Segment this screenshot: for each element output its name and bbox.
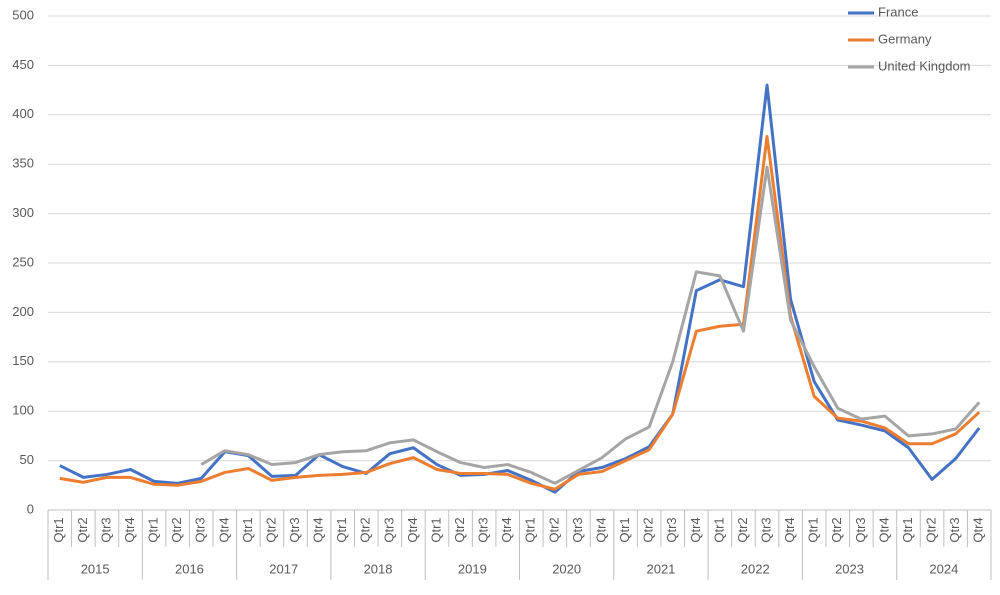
year-label: 2019 <box>458 561 487 576</box>
x-tick-label: Qtr2 <box>263 517 278 542</box>
x-tick-label: Qtr1 <box>617 517 632 542</box>
x-tick-label: Qtr4 <box>499 517 514 542</box>
x-tick-label: Qtr3 <box>947 517 962 542</box>
y-tick-label: 50 <box>20 452 34 467</box>
x-tick-label: Qtr1 <box>900 517 915 542</box>
year-label: 2018 <box>364 561 393 576</box>
y-tick-label: 500 <box>12 7 34 22</box>
y-tick-label: 100 <box>12 403 34 418</box>
series-line <box>59 135 981 491</box>
year-label: 2016 <box>175 561 204 576</box>
y-tick-label: 250 <box>12 254 34 269</box>
y-tick-label: 200 <box>12 304 34 319</box>
x-tick-label: Qtr4 <box>782 517 797 542</box>
year-label: 2015 <box>81 561 110 576</box>
x-tick-label: Qtr4 <box>688 517 703 542</box>
x-tick-label: Qtr1 <box>806 517 821 542</box>
year-label: 2017 <box>269 561 298 576</box>
series-line <box>200 165 981 485</box>
x-tick-label: Qtr1 <box>711 517 726 542</box>
x-tick-label: Qtr4 <box>971 517 986 542</box>
x-tick-label: Qtr2 <box>924 517 939 542</box>
x-tick-label: Qtr2 <box>169 517 184 542</box>
y-tick-label: 450 <box>12 57 34 72</box>
x-tick-label: Qtr3 <box>381 517 396 542</box>
year-label: 2022 <box>741 561 770 576</box>
x-tick-label: Qtr3 <box>476 517 491 542</box>
x-tick-label: Qtr3 <box>664 517 679 542</box>
x-tick-label: Qtr2 <box>358 517 373 542</box>
x-tick-label: Qtr3 <box>287 517 302 542</box>
legend-label: Germany <box>878 31 932 46</box>
x-tick-label: Qtr4 <box>122 517 137 542</box>
x-tick-label: Qtr3 <box>98 517 113 542</box>
x-tick-label: Qtr4 <box>876 517 891 542</box>
x-tick-label: Qtr1 <box>428 517 443 542</box>
y-tick-label: 400 <box>12 106 34 121</box>
legend-label: France <box>878 4 918 19</box>
x-tick-label: Qtr2 <box>546 517 561 542</box>
x-tick-label: Qtr1 <box>240 517 255 542</box>
x-tick-label: Qtr2 <box>452 517 467 542</box>
x-tick-label: Qtr3 <box>570 517 585 542</box>
x-tick-label: Qtr1 <box>334 517 349 542</box>
x-tick-label: Qtr2 <box>735 517 750 542</box>
year-label: 2023 <box>835 561 864 576</box>
y-tick-label: 350 <box>12 156 34 171</box>
y-tick-label: 300 <box>12 205 34 220</box>
year-label: 2024 <box>929 561 958 576</box>
y-tick-label: 0 <box>27 501 34 516</box>
x-tick-label: Qtr3 <box>758 517 773 542</box>
x-tick-label: Qtr4 <box>311 517 326 542</box>
year-label: 2020 <box>552 561 581 576</box>
legend-label: United Kingdom <box>878 58 971 73</box>
x-tick-label: Qtr2 <box>641 517 656 542</box>
x-tick-label: Qtr3 <box>193 517 208 542</box>
x-tick-label: Qtr2 <box>75 517 90 542</box>
x-tick-label: Qtr1 <box>146 517 161 542</box>
x-tick-label: Qtr4 <box>216 517 231 542</box>
x-tick-label: Qtr1 <box>523 517 538 542</box>
y-tick-label: 150 <box>12 353 34 368</box>
series-line <box>59 83 981 494</box>
x-tick-label: Qtr4 <box>593 517 608 542</box>
year-label: 2021 <box>646 561 675 576</box>
x-tick-label: Qtr4 <box>405 517 420 542</box>
x-tick-label: Qtr1 <box>51 517 66 542</box>
x-tick-label: Qtr2 <box>829 517 844 542</box>
x-tick-label: Qtr3 <box>853 517 868 542</box>
